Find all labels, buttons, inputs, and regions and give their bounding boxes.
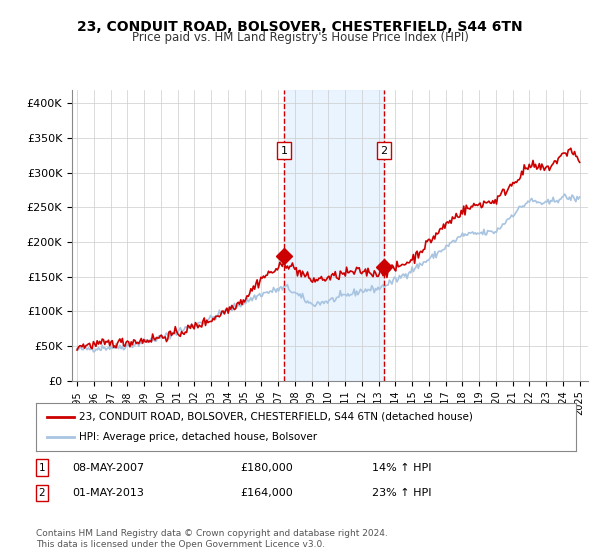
Text: 08-MAY-2007: 08-MAY-2007: [72, 463, 144, 473]
Text: 1: 1: [281, 146, 287, 156]
Text: 23, CONDUIT ROAD, BOLSOVER, CHESTERFIELD, S44 6TN (detached house): 23, CONDUIT ROAD, BOLSOVER, CHESTERFIELD…: [79, 412, 473, 422]
Text: Contains HM Land Registry data © Crown copyright and database right 2024.
This d: Contains HM Land Registry data © Crown c…: [36, 529, 388, 549]
Text: 2: 2: [380, 146, 388, 156]
Text: 14% ↑ HPI: 14% ↑ HPI: [372, 463, 431, 473]
Text: 01-MAY-2013: 01-MAY-2013: [72, 488, 144, 498]
Text: 23, CONDUIT ROAD, BOLSOVER, CHESTERFIELD, S44 6TN: 23, CONDUIT ROAD, BOLSOVER, CHESTERFIELD…: [77, 20, 523, 34]
Text: Price paid vs. HM Land Registry's House Price Index (HPI): Price paid vs. HM Land Registry's House …: [131, 31, 469, 44]
Text: £164,000: £164,000: [240, 488, 293, 498]
Text: 23% ↑ HPI: 23% ↑ HPI: [372, 488, 431, 498]
Text: £180,000: £180,000: [240, 463, 293, 473]
Text: 1: 1: [38, 463, 46, 473]
Text: HPI: Average price, detached house, Bolsover: HPI: Average price, detached house, Bols…: [79, 432, 317, 442]
Text: 2: 2: [38, 488, 46, 498]
